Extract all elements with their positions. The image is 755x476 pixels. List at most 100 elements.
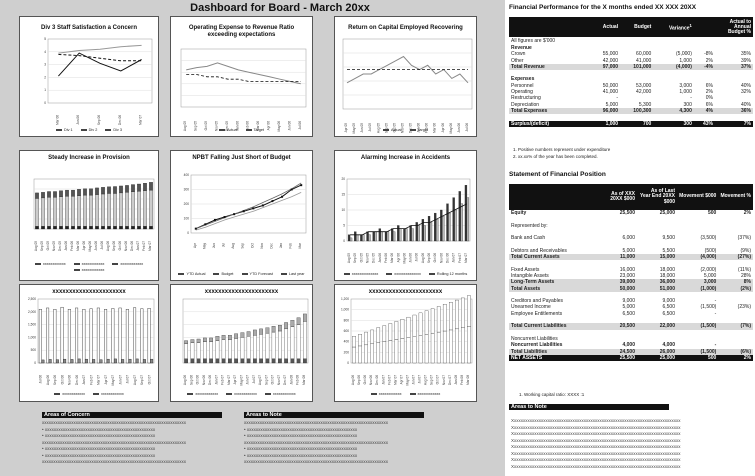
chart-canvas: Aug 05 Sep 05 Oct 05 Nov 05 Dec 05 Jan 06 Feb … [33, 178, 155, 251]
bar [442, 330, 447, 364]
bar [368, 234, 371, 242]
y-tick-label: 300 [184, 188, 190, 192]
x-tick-label: Mar 06 [390, 253, 394, 263]
chart-panel-2: Operating Expense to Revenue Ratio excee… [170, 16, 313, 137]
x-tick-label: Sep 06 [112, 241, 116, 251]
table-cell: (500) [704, 247, 717, 254]
x-tick-label: Aug 07 [133, 375, 137, 385]
x-tick-label: Feb 07 [89, 375, 93, 385]
text-line: • xxxxxxxxxxxxxxxxxxxxxxxxxxxxxxxxxxxxxx… [42, 433, 156, 438]
x-tick-label: Jan 06 [235, 121, 239, 131]
bar [190, 342, 195, 359]
x-tick-label: Jan 07 [214, 375, 218, 385]
table-cell: 3,000 [703, 279, 717, 286]
row-label: Bank and Cash [511, 235, 546, 242]
legend-label: xxxxxxxxxxxxxx [351, 272, 379, 276]
table-row: Noncurrent Liabilities [509, 336, 753, 342]
table-cell: 36,000 [659, 279, 675, 286]
bar [382, 325, 387, 342]
bar [376, 327, 381, 343]
table-cell: 5,000 [605, 101, 619, 108]
text-line: • xxxxxxxxxxxxxxxxxxxxxxxxxxxxxxxxxxxxxx… [244, 446, 358, 451]
table-cell: 18,000 [659, 266, 675, 273]
x-tick-label: Jul [222, 243, 226, 247]
legend-item: Rolling 12 months [428, 272, 467, 276]
bar [406, 337, 411, 364]
table-cell: 5,000 [703, 272, 717, 279]
table-cell: 24,500 [619, 348, 635, 355]
legend-item: Budget [213, 272, 234, 276]
x-tick-label: Jul 06 [39, 375, 43, 384]
row-label: Depreciation [511, 101, 540, 108]
x-tick-label: Jan [279, 243, 283, 248]
x-tick-label: Aug 06 [351, 375, 355, 385]
table-cell: 39% [740, 57, 751, 64]
bar [442, 304, 447, 332]
table-cell: 0% [705, 95, 713, 102]
x-tick-label: Mar 08 [466, 375, 470, 385]
table-row: Personnel 50,000 53,000 3,000 6% 40% [509, 83, 753, 89]
bar [209, 341, 213, 359]
x-tick-label: Mar 07 [139, 115, 143, 125]
bar [265, 327, 270, 334]
bar [290, 326, 295, 359]
bar [358, 334, 362, 347]
legend-label: Div 2 [88, 128, 98, 132]
x-tick-label: Jul 06 [100, 241, 104, 250]
bar [440, 209, 443, 242]
chart-title: xxxxxxxxxxxxxxxxxxxxxx [52, 289, 126, 295]
bar [446, 203, 449, 242]
bar [423, 225, 426, 242]
table-row: All figures are $'000 [511, 37, 556, 44]
x-tick-label: Jul 06 [465, 123, 469, 132]
bar [449, 329, 453, 364]
x-tick-label: Dec 05 [409, 123, 413, 133]
data-point [223, 216, 226, 219]
bar [190, 358, 195, 364]
x-tick-label: Feb 07 [221, 375, 225, 385]
table-cell: (1,500) [700, 323, 717, 330]
y-tick-label: 10 [341, 208, 345, 212]
bar [59, 196, 63, 227]
table-cell: 25,500 [619, 354, 635, 361]
legend-swatch [370, 393, 377, 395]
table-cell: (2,000) [700, 266, 717, 273]
x-tick-label: Jul 07 [252, 375, 256, 384]
financial-note-1: 1. Positive numbers represent under expe… [513, 147, 611, 152]
legend-swatch [73, 269, 80, 271]
bar [221, 358, 226, 364]
bar [125, 185, 129, 193]
bar [400, 338, 405, 364]
bar [370, 343, 374, 364]
bar [203, 358, 207, 364]
x-tick-label: Nov 06 [68, 375, 72, 385]
bar [458, 191, 461, 242]
table-cell: 53,000 [636, 82, 652, 89]
legend-item: xxxxxxxxxxxx [409, 392, 440, 396]
table-cell: 7% [743, 120, 751, 127]
bar [284, 358, 288, 364]
bar [388, 323, 393, 341]
bar [47, 226, 51, 230]
y-tick-label: 800 [344, 318, 350, 322]
legend-swatch [241, 273, 248, 275]
text-line: Xxxxxxxxxxxxxxxxxxxxxxxxxxxxxxxxxxxxxxxx… [511, 424, 681, 430]
legend-label: xxxxxxxxxxxx [81, 268, 105, 272]
bar [133, 307, 137, 364]
legend-swatch [226, 393, 233, 395]
bar [184, 343, 188, 359]
bar [448, 212, 451, 242]
x-tick-label: Oct 05 [392, 123, 396, 133]
x-tick-label: Nov 07 [277, 375, 281, 385]
bar [278, 324, 282, 332]
x-tick-label: Jun 07 [246, 375, 250, 385]
chart-legend: Actual Target [339, 128, 472, 132]
table-row: Equity 25,500 25,000 500 2% [509, 210, 753, 216]
y-tick-label: 4 [44, 50, 46, 54]
legend-swatch [245, 129, 252, 131]
table-cell: 25,000 [659, 354, 675, 361]
legend-label: Budget [221, 272, 234, 276]
series-line [58, 53, 142, 62]
bar [259, 328, 263, 335]
x-tick-label: May 06 [449, 123, 453, 134]
